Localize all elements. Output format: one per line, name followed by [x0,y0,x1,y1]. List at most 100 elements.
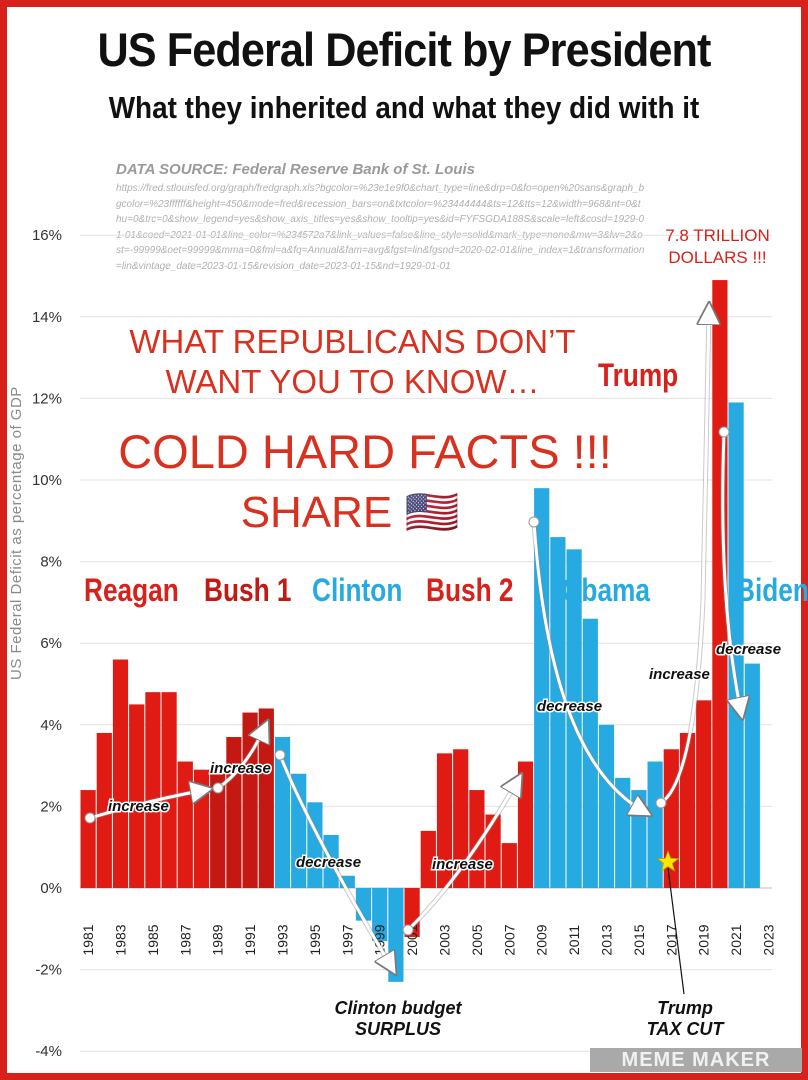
trillion-line-1: 7.8 TRILLION [665,226,770,245]
x-tick-label: 2015 [631,924,647,955]
x-tick-label: 2009 [534,924,550,955]
x-tick-label: 1997 [339,924,355,955]
y-tick-labels: -4% -2% 0% 2% 4% 6% 8% 10% 12% 14% 16% [32,227,62,1060]
trend-label: decrease [537,698,602,715]
x-tick-label: 1987 [177,924,193,955]
trend-arrow-start-dot [274,749,286,761]
bar-1982 [96,732,112,888]
bar-1983 [112,659,129,888]
x-tick-label: 2005 [469,924,485,955]
bar-2016 [647,761,663,888]
trend-arrows: increase increase decrease increase decrease… [84,310,783,995]
bar-2013 [598,724,615,888]
trend-arrow [406,780,518,932]
bar-1985 [145,692,161,888]
bar-1987 [177,761,193,888]
bar-2011 [566,549,582,888]
trend-label: decrease [716,641,781,658]
trend-arrow [217,727,265,790]
x-tick-label: 2003 [437,924,453,955]
bar-2004 [453,749,469,888]
bar-2010 [550,537,566,888]
clinton-annotation-line-1: Clinton budget [334,998,462,1018]
overlay-cold-hard-facts: COLD HARD FACTS !!! [118,425,612,478]
x-tick-label: 1999 [372,924,388,955]
trend-arrow-start-dot [212,782,224,794]
y-tick-label: 16% [32,227,62,244]
president-label-bush1: Bush 1 [204,572,292,608]
x-tick-label: 1985 [145,924,161,955]
president-label-trump: Trump [598,357,679,393]
overlay-line-1: WHAT REPUBLICANS DON’T [129,323,576,360]
trend-label: increase [108,798,169,815]
bar-2006 [485,814,501,888]
bar-2005 [469,790,485,888]
x-tick-label: 2013 [599,924,615,955]
trend-arrow-start-dot [84,812,96,824]
bar-2022 [744,663,760,888]
trend-label: increase [649,666,710,683]
trend-arrow-start-dot [402,924,414,936]
bar-1984 [129,704,145,888]
bar-2021 [728,402,744,888]
x-tick-label: 2011 [566,925,582,955]
trend-label: increase [210,760,271,777]
bar-1991 [242,712,258,888]
bar-2019 [696,700,712,888]
trend-arrow-start-dot [718,426,730,438]
bar-1986 [161,692,177,888]
y-tick-label: 2% [40,798,62,815]
x-tick-labels: 1981 1983 1985 1987 1989 1991 1993 1995 1997 1999… [80,924,776,955]
x-tick-label: 1991 [242,924,258,955]
bar-1999 [372,888,388,942]
trend-arrow [532,521,645,812]
tax-cut-pointer [667,867,685,995]
president-label-clinton: Clinton [312,572,403,608]
bar-2012 [582,618,598,888]
data-source-title: DATA SOURCE: Federal Reserve Bank of St.… [116,161,475,178]
trend-arrow-start-dot [655,797,667,809]
y-tick-label: 0% [40,880,62,897]
bar-1988 [193,769,210,888]
clinton-annotation-line-2: SURPLUS [354,1019,441,1039]
y-tick-label: 10% [32,472,62,489]
trend-label: decrease [296,854,361,871]
trillion-line-2: DOLLARS !!! [668,248,767,267]
x-tick-label: 2007 [501,924,517,955]
bar-2008 [517,761,534,888]
x-tick-label: 2019 [696,924,712,955]
overlay-line-2: WANT YOU TO KNOW… [165,363,540,400]
x-tick-label: 1995 [307,924,323,955]
president-label-reagan: Reagan [84,572,179,608]
bar-1992 [258,708,274,888]
trump-annotation-line-1: Trump [657,998,713,1018]
bar-1981 [80,790,96,888]
trend-arrow-start-dot [528,516,540,528]
trump-tax-cut-annotation: Trump TAX CUT [620,998,750,1040]
president-label-bush2: Bush 2 [426,572,514,608]
y-tick-label: 14% [32,309,62,326]
trend-arrow [721,431,741,712]
x-tick-label: 1981 [80,924,96,955]
bar-2002 [420,830,436,888]
x-tick-label: 2023 [761,924,777,955]
x-tick-label: 1983 [113,924,129,955]
trend-arrow [89,790,205,820]
y-tick-label: -2% [35,962,62,979]
x-tick-label: 2017 [663,924,679,955]
bar-2003 [436,753,453,888]
bar-2018 [679,732,696,888]
star-icon [656,849,680,872]
chart-title: US Federal Deficit by President [97,23,711,76]
x-tick-label: 1993 [275,924,291,955]
clinton-surplus-annotation: Clinton budget SURPLUS [318,998,478,1040]
bar-1993 [274,737,291,888]
bar-2007 [501,843,517,888]
meme-maker-watermark: MEME MAKER [590,1048,802,1072]
trend-arrow [278,754,392,968]
x-tick-label: 1989 [210,924,226,955]
y-tick-label: -4% [35,1043,62,1060]
overlay-share: SHARE 🇺🇸 [240,488,460,537]
